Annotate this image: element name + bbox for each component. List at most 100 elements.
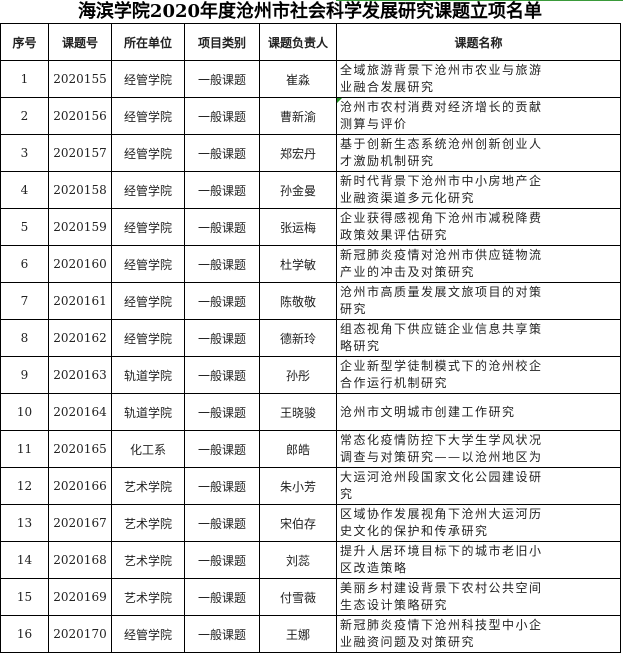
- cell-no[interactable]: 3: [0, 134, 49, 172]
- header-unit[interactable]: 所在单位: [111, 23, 185, 61]
- cell-unit[interactable]: 经管学院: [111, 245, 185, 283]
- cell-leader[interactable]: 孙彤: [259, 356, 337, 394]
- header-leader[interactable]: 课题负责人: [259, 23, 337, 61]
- cell-code[interactable]: 2020165: [48, 430, 112, 468]
- cell-no[interactable]: 9: [0, 356, 49, 394]
- cell-leader[interactable]: 曹新渝: [259, 97, 337, 135]
- cell-code[interactable]: 2020164: [48, 393, 112, 431]
- cell-unit[interactable]: 经管学院: [111, 60, 185, 98]
- cell-unit[interactable]: 轨道学院: [111, 356, 185, 394]
- cell-code[interactable]: 2020163: [48, 356, 112, 394]
- cell-type[interactable]: 一般课题: [184, 319, 260, 357]
- cell-unit[interactable]: 经管学院: [111, 615, 185, 653]
- cell-no[interactable]: 2: [0, 97, 49, 135]
- cell-unit[interactable]: 艺术学院: [111, 467, 185, 505]
- cell-unit[interactable]: 艺术学院: [111, 504, 185, 542]
- cell-project-name[interactable]: 提升人居环境目标下的城市老旧小 区改造策略: [336, 541, 621, 579]
- cell-project-name[interactable]: 区域协作发展视角下沧州大运河历 史文化的保护和传承研究: [336, 504, 621, 542]
- cell-type[interactable]: 一般课题: [184, 504, 260, 542]
- cell-project-name[interactable]: 美丽乡村建设背景下农村公共空间 生态设计策略研究: [336, 578, 621, 616]
- cell-type[interactable]: 一般课题: [184, 245, 260, 283]
- cell-type[interactable]: 一般课题: [184, 393, 260, 431]
- cell-type[interactable]: 一般课题: [184, 171, 260, 209]
- cell-type[interactable]: 一般课题: [184, 615, 260, 653]
- cell-type[interactable]: 一般课题: [184, 467, 260, 505]
- cell-project-name[interactable]: 新冠肺炎疫情对沧州市供应链物流 产业的冲击及对策研究: [336, 245, 621, 283]
- cell-leader[interactable]: 郑宏丹: [259, 134, 337, 172]
- cell-code[interactable]: 2020155: [48, 60, 112, 98]
- cell-code[interactable]: 2020161: [48, 282, 112, 320]
- cell-no[interactable]: 14: [0, 541, 49, 579]
- cell-no[interactable]: 15: [0, 578, 49, 616]
- cell-project-name[interactable]: 基于创新生态系统沧州创新创业人 才激励机制研究: [336, 134, 621, 172]
- cell-project-name[interactable]: 沧州市高质量发展文旅项目的对策 研究: [336, 282, 621, 320]
- cell-type[interactable]: 一般课题: [184, 578, 260, 616]
- cell-unit[interactable]: 经管学院: [111, 208, 185, 246]
- cell-code[interactable]: 2020160: [48, 245, 112, 283]
- cell-no[interactable]: 1: [0, 60, 49, 98]
- cell-project-name[interactable]: 沧州市农村消费对经济增长的贡献 测算与评价: [336, 97, 621, 135]
- header-type[interactable]: 项目类别: [184, 23, 260, 61]
- cell-unit[interactable]: 经管学院: [111, 97, 185, 135]
- cell-unit[interactable]: 化工系: [111, 430, 185, 468]
- cell-leader[interactable]: 孙金曼: [259, 171, 337, 209]
- cell-leader[interactable]: 王娜: [259, 615, 337, 653]
- cell-type[interactable]: 一般课题: [184, 356, 260, 394]
- cell-type[interactable]: 一般课题: [184, 541, 260, 579]
- cell-leader[interactable]: 宋伯存: [259, 504, 337, 542]
- cell-project-name[interactable]: 大运河沧州段国家文化公园建设研究: [336, 467, 621, 505]
- cell-type[interactable]: 一般课题: [184, 208, 260, 246]
- cell-unit[interactable]: 轨道学院: [111, 393, 185, 431]
- cell-leader[interactable]: 崔淼: [259, 60, 337, 98]
- cell-no[interactable]: 7: [0, 282, 49, 320]
- cell-leader[interactable]: 郎皓: [259, 430, 337, 468]
- cell-no[interactable]: 4: [0, 171, 49, 209]
- cell-code[interactable]: 2020170: [48, 615, 112, 653]
- cell-project-name[interactable]: 沧州市文明城市创建工作研究: [336, 393, 621, 431]
- cell-project-name[interactable]: 组态视角下供应链企业信息共享策 略研究: [336, 319, 621, 357]
- cell-code[interactable]: 2020156: [48, 97, 112, 135]
- cell-unit[interactable]: 艺术学院: [111, 541, 185, 579]
- cell-type[interactable]: 一般课题: [184, 134, 260, 172]
- cell-leader[interactable]: 付雪薇: [259, 578, 337, 616]
- cell-leader[interactable]: 陈敬敬: [259, 282, 337, 320]
- cell-code[interactable]: 2020166: [48, 467, 112, 505]
- cell-no[interactable]: 12: [0, 467, 49, 505]
- cell-unit[interactable]: 经管学院: [111, 134, 185, 172]
- cell-project-name[interactable]: 企业获得感视角下沧州市减税降费 政策效果评估研究: [336, 208, 621, 246]
- cell-leader[interactable]: 杜学敏: [259, 245, 337, 283]
- cell-no[interactable]: 10: [0, 393, 49, 431]
- header-code[interactable]: 课题号: [48, 23, 112, 61]
- cell-project-name[interactable]: 企业新型学徒制模式下的沧州校企 合作运行机制研究: [336, 356, 621, 394]
- cell-leader[interactable]: 王晓骏: [259, 393, 337, 431]
- cell-no[interactable]: 11: [0, 430, 49, 468]
- cell-leader[interactable]: 朱小芳: [259, 467, 337, 505]
- cell-unit[interactable]: 经管学院: [111, 319, 185, 357]
- cell-unit[interactable]: 经管学院: [111, 282, 185, 320]
- cell-code[interactable]: 2020168: [48, 541, 112, 579]
- header-no[interactable]: 序号: [0, 23, 49, 61]
- cell-project-name[interactable]: 新时代背景下沧州市中小房地产企 业融资渠道多元化研究: [336, 171, 621, 209]
- cell-code[interactable]: 2020162: [48, 319, 112, 357]
- cell-project-name[interactable]: 常态化疫情防控下大学生学风状况 调查与对策研究——以沧州地区为: [336, 430, 621, 468]
- cell-leader[interactable]: 张运梅: [259, 208, 337, 246]
- cell-type[interactable]: 一般课题: [184, 282, 260, 320]
- cell-code[interactable]: 2020159: [48, 208, 112, 246]
- cell-code[interactable]: 2020158: [48, 171, 112, 209]
- cell-project-name[interactable]: 新冠肺炎疫情下沧州科技型中小企 业融资问题及对策研究: [336, 615, 621, 653]
- cell-leader[interactable]: 德新玲: [259, 319, 337, 357]
- cell-type[interactable]: 一般课题: [184, 60, 260, 98]
- cell-type[interactable]: 一般课题: [184, 97, 260, 135]
- header-name[interactable]: 课题名称: [336, 23, 621, 61]
- cell-no[interactable]: 8: [0, 319, 49, 357]
- cell-project-name[interactable]: 全域旅游背景下沧州市农业与旅游 业融合发展研究: [336, 60, 621, 98]
- cell-type[interactable]: 一般课题: [184, 430, 260, 468]
- cell-leader[interactable]: 刘蕊: [259, 541, 337, 579]
- cell-unit[interactable]: 经管学院: [111, 171, 185, 209]
- cell-code[interactable]: 2020157: [48, 134, 112, 172]
- cell-unit[interactable]: 艺术学院: [111, 578, 185, 616]
- cell-no[interactable]: 5: [0, 208, 49, 246]
- cell-no[interactable]: 6: [0, 245, 49, 283]
- cell-no[interactable]: 13: [0, 504, 49, 542]
- cell-code[interactable]: 2020169: [48, 578, 112, 616]
